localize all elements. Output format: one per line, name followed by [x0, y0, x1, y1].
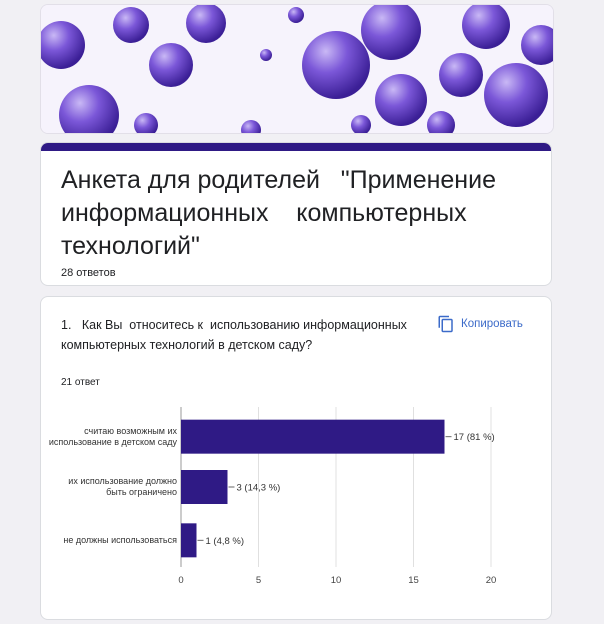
x-tick-label: 5: [256, 575, 261, 586]
copy-icon: [438, 315, 453, 333]
question-summary-card: 1. Как Вы относитесь к использованию инф…: [40, 296, 552, 620]
data-label: 1 (4,8 %): [206, 536, 245, 547]
bar: [181, 523, 197, 558]
copy-button-label: Копировать: [461, 318, 523, 330]
x-tick-label: 15: [408, 575, 419, 586]
x-tick-label: 20: [486, 575, 497, 586]
form-title-card: Анкета для родителей "Применение информа…: [40, 142, 552, 286]
question-responses-count: 21 ответ: [61, 377, 100, 388]
category-label: считаю возможным их использование в детс…: [48, 425, 177, 447]
x-tick-label: 0: [178, 575, 183, 586]
bar-chart: 0 5 10 15 20 17 (81 %) 3 (14,3 %) 1 (4,8 %) счи…: [41, 397, 553, 602]
question-text: 1. Как Вы относитесь к использованию инф…: [61, 318, 411, 352]
form-title: Анкета для родителей "Применение информа…: [61, 166, 503, 260]
header-banner-image: [40, 4, 554, 134]
data-label: 17 (81 %): [454, 432, 495, 443]
category-label: не должны использоваться: [63, 534, 177, 545]
x-tick-label: 10: [331, 575, 342, 586]
copy-chart-button[interactable]: Копировать: [437, 313, 523, 335]
bar-chart-svg: 0 5 10 15 20 17 (81 %) 3 (14,3 %) 1 (4,8 %): [178, 407, 497, 586]
title-card-accent-bar: [41, 143, 551, 151]
bar: [181, 419, 445, 454]
responses-count: 28 ответов: [61, 267, 116, 279]
bar: [181, 470, 228, 504]
data-label: 3 (14,3 %): [237, 483, 281, 494]
category-label: их использование должно быть ограничено: [68, 476, 177, 497]
